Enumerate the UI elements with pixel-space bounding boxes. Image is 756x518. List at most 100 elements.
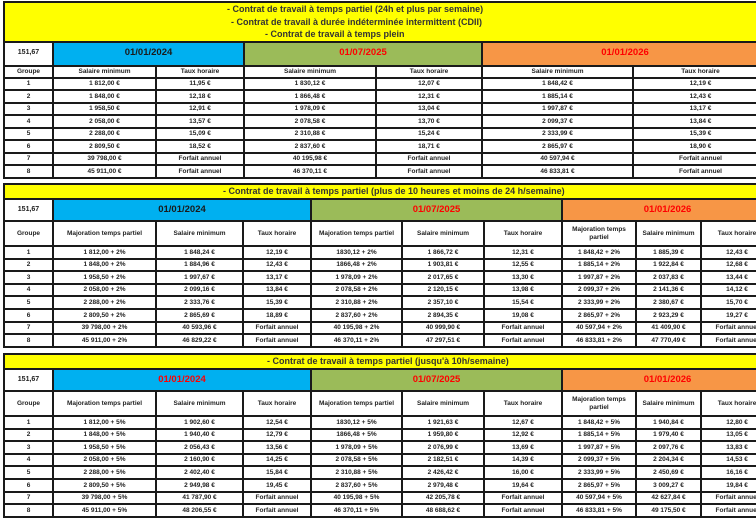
column-header: Majoration temps partiel	[54, 222, 155, 245]
table-cell: 11,95 €	[157, 78, 243, 89]
title-row: - Contrat de travail à temps partiel (ju…	[5, 355, 756, 368]
group-number: 4	[5, 284, 52, 296]
column-header: Salaire minimum	[403, 222, 483, 245]
title-line: - Contrat de travail à temps plein	[265, 29, 405, 39]
period-date-01-07-2025: 01/07/2025	[312, 200, 561, 220]
table-cell: 1866,48 + 2%	[312, 259, 401, 271]
table-cell: 2 865,97 €	[483, 141, 632, 152]
table-cell: 2 450,69 €	[637, 467, 700, 478]
table-cell: 1 866,72 €	[403, 247, 483, 258]
group-number: 7	[5, 492, 52, 504]
table-cell: 2 078,58 + 5%	[312, 454, 401, 466]
group-number: 2	[5, 429, 52, 441]
table-cell: 18,89 €	[244, 309, 310, 321]
table-cell: 2 288,00 + 5%	[54, 467, 155, 478]
table-cell: 12,80 €	[702, 417, 756, 428]
table-cell: 46 829,22 €	[157, 335, 242, 346]
table-cell: 13,57 €	[157, 116, 243, 127]
table-cell: 12,43 €	[244, 259, 310, 271]
title-line: - Contrat de travail à temps partiel (24…	[227, 4, 484, 14]
table-cell: 1830,12 + 2%	[312, 247, 401, 258]
column-header: Salaire minimum	[157, 392, 242, 415]
table-cell: 41 409,90 €	[637, 322, 700, 334]
column-header: Taux horaire	[377, 66, 481, 77]
table-cell: 41 787,90 €	[157, 492, 242, 504]
table-cell: 2 923,29 €	[637, 309, 700, 321]
table-row: 8 45 911,00 + 2% 46 829,22 € Forfait annuel…	[5, 335, 756, 346]
table-cell: 46 833,81 + 2%	[563, 335, 635, 346]
table-cell: 3 009,27 €	[637, 479, 700, 491]
table-cell: 2 357,10 €	[403, 297, 483, 308]
group-number: 5	[5, 467, 52, 478]
table-row: 8 45 911,00 + 5% 48 206,55 € Forfait annuel…	[5, 505, 756, 516]
table-cell: 13,04 €	[377, 103, 481, 114]
table-cell: 1 958,50 + 5%	[54, 442, 155, 453]
table-cell: 2 426,42 €	[403, 467, 483, 478]
table-cell: 1 922,84 €	[637, 259, 700, 271]
table-cell: Forfait annuel	[244, 335, 310, 346]
base-hours: 151,67	[5, 200, 52, 220]
column-header: Taux horaire	[634, 66, 756, 77]
table-cell: 2 078,58 + 2%	[312, 284, 401, 296]
column-header: Taux horaire	[157, 66, 243, 77]
table-cell: 2 865,97 + 2%	[563, 309, 635, 321]
table-cell: 12,54 €	[244, 417, 310, 428]
table-cell: 13,56 €	[244, 442, 310, 453]
table-cell: 13,84 €	[634, 116, 756, 127]
table-cell: 2 160,90 €	[157, 454, 242, 466]
group-number: 7	[5, 153, 52, 164]
table-cell: 1 812,00 €	[54, 78, 155, 89]
table-cell: 12,91 €	[157, 103, 243, 114]
column-header-row: Groupe Majoration temps partiel Salaire mi…	[5, 392, 756, 415]
table-cell: Forfait annuel	[702, 322, 756, 334]
table-cell: 1 812,00 + 2%	[54, 247, 155, 258]
table-cell: 13,05 €	[702, 429, 756, 441]
period-header-row: 151,67 01/01/2024 01/07/2025 01/01/2026	[5, 42, 756, 65]
table-cell: 40 597,94 €	[483, 153, 632, 164]
table-cell: 2 099,37 + 5%	[563, 454, 635, 466]
table-cell: 1830,12 + 5%	[312, 417, 401, 428]
title-line: - Contrat de travail à durée indéterminé…	[231, 16, 483, 27]
table-cell: 19,45 €	[244, 479, 310, 491]
table-cell: 40 195,98 €	[245, 153, 375, 164]
table-cell: Forfait annuel	[702, 505, 756, 516]
table-cell: 2 380,67 €	[637, 297, 700, 308]
table-cell: 2 099,16 €	[157, 284, 242, 296]
table-cell: 46 370,11 + 2%	[312, 335, 401, 346]
group-header: Groupe	[5, 66, 52, 77]
table-cell: 1 959,80 €	[403, 429, 483, 441]
table-row: 7 39 798,00 + 5% 41 787,90 € Forfait annuel…	[5, 492, 756, 504]
table-cell: 1 884,96 €	[157, 259, 242, 271]
table-cell: 1866,48 + 5%	[312, 429, 401, 441]
table-cell: 2 182,51 €	[403, 454, 483, 466]
table-cell: 2 058,00 + 5%	[54, 454, 155, 466]
table-cell: 2 837,60 + 2%	[312, 309, 401, 321]
table-cell: 19,08 €	[485, 309, 561, 321]
table-cell: 1 848,00 + 2%	[54, 259, 155, 271]
table-cell: 2 120,15 €	[403, 284, 483, 296]
table-cell: 2 076,99 €	[403, 442, 483, 453]
table-cell: 1 885,14 + 5%	[563, 429, 635, 441]
table-cell: 14,39 €	[485, 454, 561, 466]
table-cell: 1 848,42 + 5%	[563, 417, 635, 428]
table-cell: 2 809,50 + 5%	[54, 479, 155, 491]
group-number: 1	[5, 417, 52, 428]
group-number: 4	[5, 454, 52, 466]
table-cell: 14,53 €	[702, 454, 756, 466]
table-cell: 2 097,76 €	[637, 442, 700, 453]
table-cell: 13,70 €	[377, 116, 481, 127]
table-cell: 15,24 €	[377, 128, 481, 139]
group-number: 8	[5, 335, 52, 346]
column-header: Majoration temps partiel	[312, 222, 401, 245]
table-cell: 2 310,88 + 5%	[312, 467, 401, 478]
column-header: Majoration temps partiel	[312, 392, 401, 415]
table-cell: 12,68 €	[702, 259, 756, 271]
table-cell: 1 848,42 €	[483, 78, 632, 89]
table-cell: 15,09 €	[157, 128, 243, 139]
table-cell: 1 978,09 €	[245, 103, 375, 114]
